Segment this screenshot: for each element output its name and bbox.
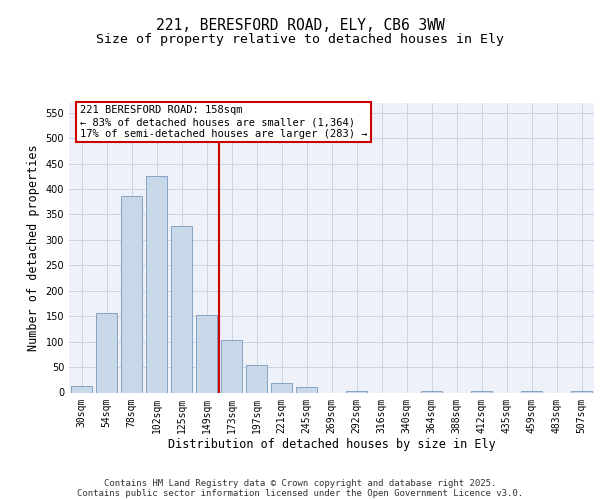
Bar <box>346 391 367 392</box>
Text: 221 BERESFORD ROAD: 158sqm
← 83% of detached houses are smaller (1,364)
17% of s: 221 BERESFORD ROAD: 158sqm ← 83% of deta… <box>79 106 367 138</box>
Bar <box>171 226 192 392</box>
Text: Contains public sector information licensed under the Open Government Licence v3: Contains public sector information licen… <box>77 488 523 498</box>
Bar <box>421 391 442 392</box>
Bar <box>71 386 92 392</box>
Bar <box>196 314 217 392</box>
Bar <box>146 176 167 392</box>
Bar <box>121 196 142 392</box>
Bar <box>246 364 267 392</box>
Text: Size of property relative to detached houses in Ely: Size of property relative to detached ho… <box>96 32 504 46</box>
Bar <box>571 391 592 392</box>
Bar <box>96 312 117 392</box>
Bar <box>221 340 242 392</box>
X-axis label: Distribution of detached houses by size in Ely: Distribution of detached houses by size … <box>167 438 496 451</box>
Y-axis label: Number of detached properties: Number of detached properties <box>27 144 40 351</box>
Text: 221, BERESFORD ROAD, ELY, CB6 3WW: 221, BERESFORD ROAD, ELY, CB6 3WW <box>155 18 445 32</box>
Bar <box>471 391 492 392</box>
Bar <box>271 384 292 392</box>
Bar <box>521 391 542 392</box>
Text: Contains HM Land Registry data © Crown copyright and database right 2025.: Contains HM Land Registry data © Crown c… <box>104 478 496 488</box>
Bar <box>296 388 317 392</box>
